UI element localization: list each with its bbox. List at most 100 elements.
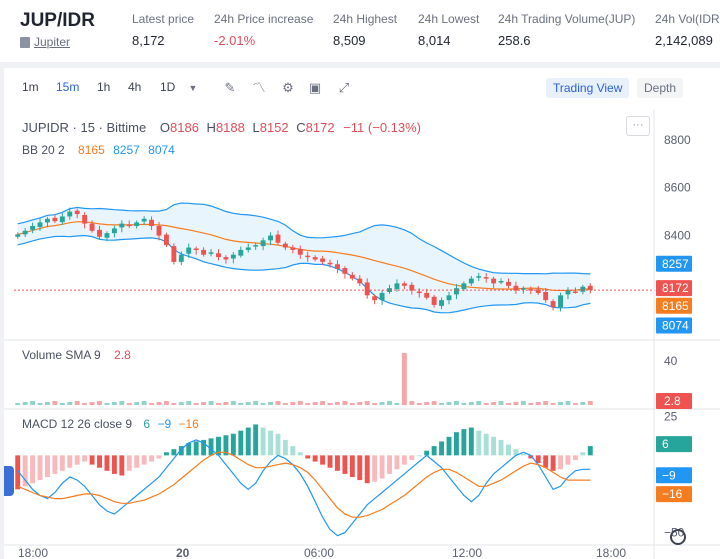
macd-histogram-bar [268,430,273,456]
candle-body [52,217,58,222]
candle-body [431,296,437,305]
macd-line [17,439,591,537]
macd-histogram-bar [163,452,169,456]
volume-bar [208,401,214,405]
candle-body [565,290,571,295]
volume-bar [126,403,132,405]
volume-bar [201,402,207,405]
volume-bar [580,402,586,405]
save-icon[interactable]: ▣ [308,80,322,95]
candle-body [186,247,192,254]
candle-body [119,223,125,228]
candle-body [468,278,474,284]
bb-lower-tag-bg [656,317,692,334]
macd-histogram-bar [297,452,303,456]
macd-histogram-bar [349,455,355,477]
candle-body [387,288,392,292]
time-axis-label: 20 [176,546,190,559]
macd-tick-label: 25 [664,410,678,424]
macd-histogram-bar [126,455,132,471]
pencil-icon[interactable]: ✎ [224,80,236,95]
macd-histogram-bar [67,455,73,468]
macd-histogram-bar [587,446,593,456]
volume-bar [446,402,452,405]
depth-button[interactable]: Depth [637,78,684,98]
indicator-chart-icon[interactable]: 〽 [252,80,266,95]
volume-bar [543,401,549,405]
macd-histogram-bar [439,441,445,456]
interval-1d[interactable]: 1D [160,80,176,94]
volume-bar [30,401,36,405]
macd-histogram-bar [275,433,281,456]
more-options-icon[interactable]: ··· [626,116,650,136]
volume-bar [156,402,162,405]
interval-4h[interactable]: 4h [128,80,142,94]
volume-bar [312,402,318,405]
volume-bar [558,402,563,405]
volume-bar [223,402,229,405]
volume-bar [82,403,88,405]
gear-icon[interactable]: ⚙ [282,80,294,95]
fullscreen-icon[interactable]: ⤢ [338,80,350,95]
candle-body [327,262,333,265]
bb-lower-tag: 8074 [662,319,689,333]
volume-bar [282,403,288,405]
macd-histogram-bar [424,450,430,456]
macd-histogram-bar [97,455,102,468]
macd-histogram-bar [45,455,50,477]
macd-histogram-bar [111,455,117,474]
macd-signal-tag-bg [656,486,692,503]
volume-bar [171,403,177,405]
candle-body [401,283,407,286]
macd-histogram-bar [320,455,326,465]
volume-bar [67,402,73,405]
candle-body [275,234,281,243]
candle-body [379,292,385,301]
volume-bar [513,402,519,405]
price-tick-label: 8800 [664,133,691,147]
candle-body [498,281,504,283]
trading-view-button[interactable]: Trading View [546,78,630,98]
stat-price-increase: 24h Price increase -2.01% [214,12,314,48]
candle-body [89,223,95,231]
interval-1m[interactable]: 1m [22,80,39,94]
interval-1h[interactable]: 1h [97,80,111,94]
candle-body [357,278,363,284]
candle-body [111,228,117,234]
macd-histogram-bar [119,455,125,476]
volume-bar [74,401,80,405]
interval-15m[interactable]: 15m [56,80,80,94]
candle-body [543,292,549,301]
candle-body [364,282,370,296]
macd-histogram-bar [506,444,511,456]
volume-bar [238,403,244,405]
macd-histogram-bar [89,455,95,465]
candle-body [416,291,422,294]
candle-body [208,252,214,254]
chart-panel: 1m 15m 1h 4h 1D ▼ ✎ 〽 ⚙ ▣ ⤢ Trading View… [4,68,720,559]
token-link[interactable]: Jupiter [34,35,71,49]
candle-body [335,264,340,270]
volume-bar [59,403,65,405]
candle-body [587,285,593,291]
bollinger-lower-line [17,234,591,314]
volume-bar [97,401,102,405]
volume-bar [253,401,259,405]
candle-body [372,296,378,301]
candle-body [453,288,459,295]
volume-bar [260,403,266,405]
candle-body [312,257,318,260]
macd-histogram-bar [565,455,571,465]
price-chart[interactable]: 8800860084008257817281658074402.825−25−5… [4,110,720,559]
bollinger-upper-line [17,202,591,275]
macd-histogram-bar [156,455,162,459]
side-panel-toggle[interactable] [4,466,14,496]
stat-volume-idr: 24h Vol(IDR) 2,142,089 [655,12,720,48]
settings-gear-icon[interactable] [670,529,686,545]
volume-bar [528,403,534,405]
macd-histogram-bar [52,455,58,474]
chevron-down-icon[interactable]: ▼ [188,83,198,93]
market-header: JUP/IDR Jupiter Latest price 8,172 24h P… [0,0,720,62]
volume-bar [565,401,571,405]
volume-bar [431,401,437,405]
